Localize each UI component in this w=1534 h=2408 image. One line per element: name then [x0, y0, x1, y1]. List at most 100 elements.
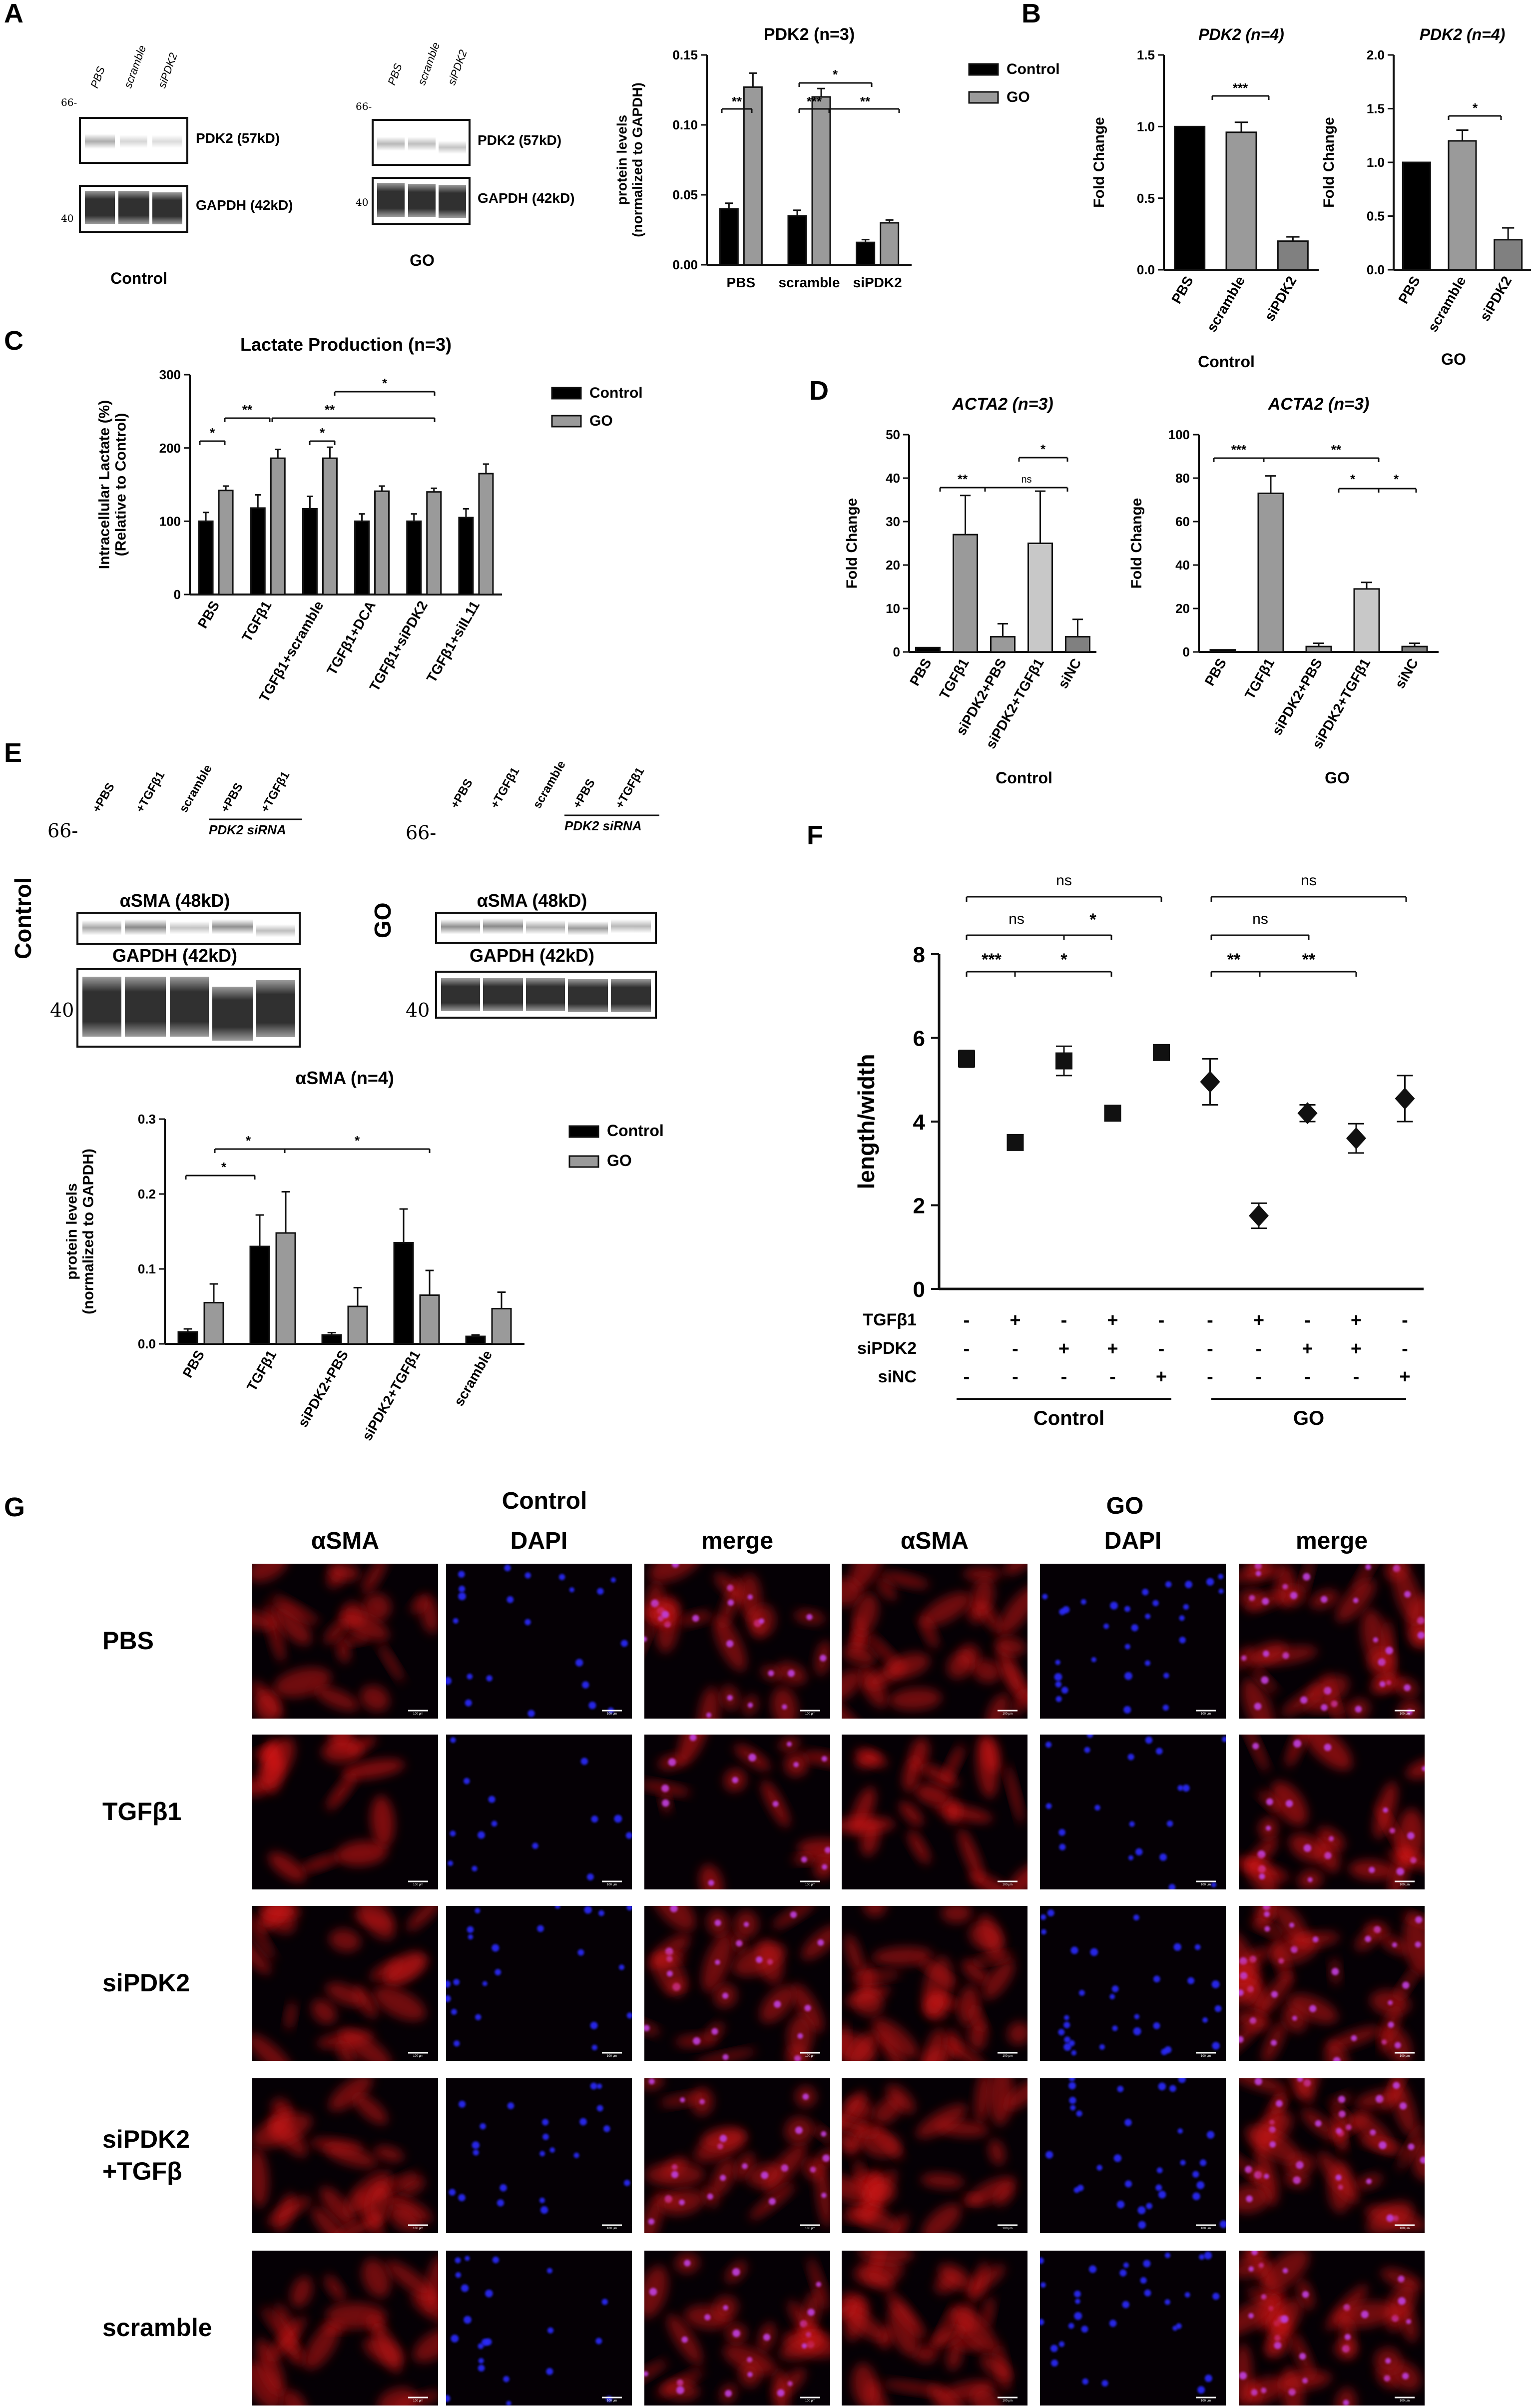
cell-body [252, 1564, 288, 1582]
sig-bracket [828, 108, 900, 113]
nucleus [1081, 2326, 1088, 2333]
nucleus [727, 1695, 733, 1701]
cell-body [919, 1615, 939, 1649]
scale-bar-label: 100 μm [413, 2400, 423, 2403]
nucleus [1146, 2203, 1152, 2209]
nucleus [1055, 1696, 1062, 1702]
nucleus [1070, 1946, 1078, 1954]
cell-body [858, 2251, 914, 2264]
nucleus [1064, 2036, 1070, 2043]
band [85, 191, 115, 224]
nucleus [619, 1964, 624, 1970]
marker-66: 66- [47, 820, 78, 842]
nucleus [1408, 2143, 1415, 2150]
nucleus [1179, 1637, 1186, 1644]
chart-c-lactate: 0 100 200 300 Lactate Production (n=3) Intrac… [96, 334, 643, 704]
scale-bar-label: 100 μm [607, 2055, 617, 2058]
nucleus [756, 1956, 763, 1963]
micrograph-background [1040, 1906, 1226, 2061]
category-label: PBS [180, 1348, 208, 1380]
micrograph-content [1239, 1564, 1425, 1719]
nucleus [492, 1944, 500, 1952]
micrograph-content [1239, 2251, 1422, 2406]
cell-body [1006, 1764, 1023, 1824]
y-tick-label: 1.0 [1367, 155, 1385, 170]
nucleus [1192, 2192, 1200, 2201]
nucleus [453, 1618, 459, 1624]
cell-body [371, 1796, 395, 1847]
sig-mark: ** [1302, 950, 1316, 969]
nucleus [1239, 2036, 1244, 2043]
bar [856, 241, 876, 266]
treatment-cells: - + - + - - + - + - - - + + - - - + + - - - - - + - - - - + [964, 1310, 1411, 1387]
category-label: PBS [727, 275, 756, 290]
nucleus [1370, 2129, 1376, 2136]
group-label: GO [370, 902, 396, 938]
y-axis-label-line: Fold Change [1128, 498, 1145, 589]
bar [393, 1242, 414, 1345]
nucleus [1274, 2342, 1282, 2349]
micrograph: 100 μm [252, 1735, 438, 1889]
nucleus [1144, 2289, 1151, 2297]
nucleus [524, 1572, 531, 1579]
sig-bracket [271, 417, 436, 422]
chart-d-control: 0 10 20 30 40 50 ACTA2 (n=3) Fold Change PBS TGFβ… [844, 395, 1096, 751]
treatment-sign: - [964, 1310, 970, 1331]
nucleus [1365, 1564, 1371, 1570]
nucleus [1204, 2251, 1212, 2260]
micrograph-content [1239, 1906, 1425, 2061]
nucleus [1184, 2292, 1190, 2298]
nucleus [1087, 1735, 1093, 1738]
scale-bar-label: 100 μm [1201, 1883, 1211, 1886]
nucleus [787, 1742, 792, 1747]
nucleus [1155, 2184, 1162, 2191]
y-axis-label-line: protein levels [64, 1183, 80, 1279]
y-axis-label: Fold Change [1091, 117, 1107, 208]
column-header: αSMA [901, 1528, 969, 1554]
band [377, 137, 405, 151]
sig-mark: ** [242, 402, 253, 417]
sig-mark: *** [982, 950, 1002, 969]
sig-bracket [1210, 971, 1261, 977]
bar [915, 646, 941, 653]
cell-body [363, 1593, 391, 1621]
nucleus [588, 1702, 596, 1710]
panel-letter-b: B [1022, 0, 1041, 28]
nucleus [448, 1860, 454, 1866]
nucleus [706, 1712, 712, 1718]
cell-body [976, 1735, 998, 1798]
nucleus [1075, 2299, 1080, 2304]
y-tick-label: 20 [1175, 601, 1190, 616]
row-label: TGFβ1 [863, 1310, 917, 1329]
nucleus [768, 1670, 774, 1677]
nucleus [1070, 2105, 1076, 2111]
data-point-diamond [1346, 1127, 1366, 1150]
y-axis-label-line: Intracellular Lactate (%) [96, 400, 113, 569]
nucleus [1388, 2021, 1394, 2028]
micrograph-content [252, 1906, 438, 2061]
nucleus [816, 2282, 821, 2287]
sig-bracket [1014, 971, 1112, 977]
bar [419, 1294, 440, 1345]
treatment-sign: + [1058, 1338, 1069, 1359]
nucleus [1262, 1598, 1269, 1605]
micrograph: 100 μm [1239, 1564, 1425, 1719]
cell-body [322, 1739, 363, 1763]
nucleus [1407, 1832, 1415, 1839]
y-axis-label: Intracellular Lactate (%)(Relative to Co… [96, 400, 129, 569]
nucleus [671, 2171, 679, 2178]
y-axis-label-line: Fold Change [1321, 117, 1337, 208]
cell-body [336, 1840, 388, 1866]
legend-label: GO [1007, 89, 1030, 105]
nucleus [1389, 1827, 1395, 1833]
y-tick-label: 40 [886, 471, 900, 486]
treatment-sign: - [1256, 1366, 1262, 1387]
nucleus [504, 1564, 511, 1572]
sig-bracket [1259, 971, 1357, 977]
sig-bracket [199, 440, 226, 445]
nucleus [1388, 2000, 1393, 2005]
row-label: siPDK2 +TGFβ [102, 2125, 190, 2185]
nucleus [1369, 1866, 1375, 1873]
nucleus [692, 1615, 699, 1622]
bar [250, 507, 266, 596]
